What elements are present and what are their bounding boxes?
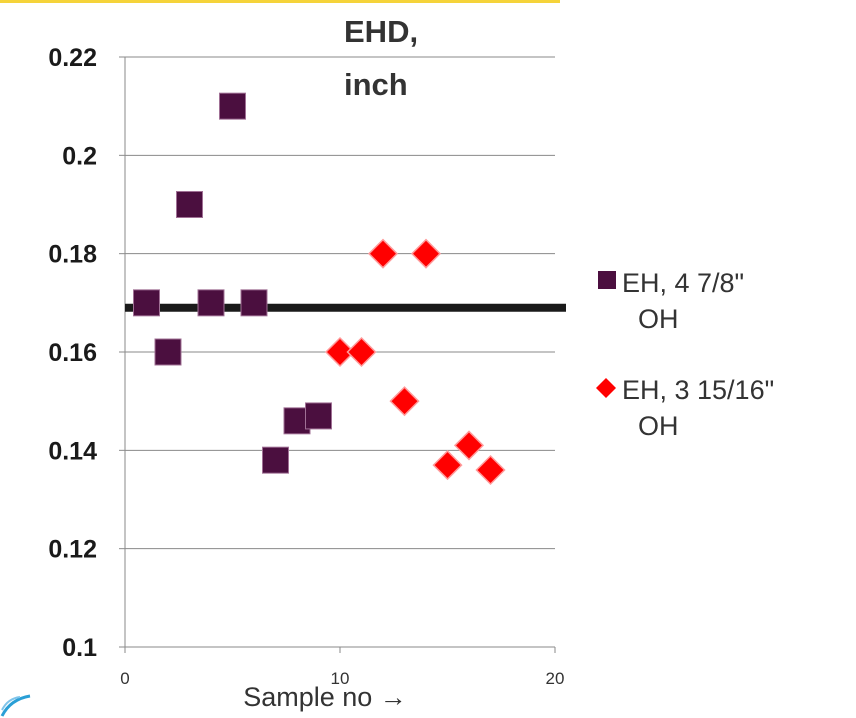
point-square-series-1 bbox=[176, 191, 203, 218]
top-accent-rule bbox=[0, 0, 560, 3]
point-square-series-1 bbox=[262, 446, 289, 474]
y-tick-label: 0.22 bbox=[48, 44, 97, 72]
point-diamond-series-2 bbox=[389, 386, 420, 417]
point-square-series-1 bbox=[305, 402, 332, 430]
legend: EH, 4 7/8" OH EH, 3 15/16" OH bbox=[596, 268, 774, 441]
x-tick-label: 20 bbox=[546, 669, 565, 688]
data-points bbox=[133, 92, 506, 486]
x-tick-labels: 0 10 20 bbox=[120, 669, 564, 688]
legend-label: EH, 3 15/16" bbox=[622, 375, 774, 405]
point-diamond-series-2 bbox=[432, 450, 463, 481]
chart-title-line: EHD, bbox=[344, 14, 418, 49]
point-square-series-1 bbox=[133, 289, 160, 317]
point-diamond-series-2 bbox=[346, 336, 377, 368]
y-tick-label: 0.12 bbox=[48, 536, 97, 564]
point-diamond-series-2 bbox=[410, 238, 442, 269]
legend-label: OH bbox=[638, 304, 679, 334]
legend-entry: EH, 3 15/16" OH bbox=[596, 375, 774, 441]
chart-title-line: inch bbox=[344, 67, 408, 102]
corner-logo-swoosh bbox=[0, 694, 31, 717]
legend-label: OH bbox=[638, 411, 679, 441]
point-square-series-1 bbox=[197, 289, 225, 317]
x-axis-label: Sample no → bbox=[243, 682, 407, 712]
legend-square-marker bbox=[598, 271, 616, 289]
x-tick-label: 10 bbox=[331, 669, 350, 688]
x-tick-label: 0 bbox=[120, 669, 129, 688]
y-tick-label: 0.14 bbox=[48, 437, 97, 465]
legend-diamond-marker bbox=[596, 378, 616, 398]
y-tick-labels: 0.1 0.12 0.14 0.16 0.18 0.2 0.22 bbox=[48, 44, 97, 662]
y-tick-label: 0.2 bbox=[62, 142, 97, 170]
gridlines bbox=[125, 56, 555, 550]
point-diamond-series-2 bbox=[367, 238, 399, 269]
point-diamond-series-2 bbox=[324, 336, 356, 368]
y-tick-label: 0.1 bbox=[62, 634, 97, 662]
y-tick-label: 0.16 bbox=[48, 339, 97, 367]
point-diamond-series-2 bbox=[475, 454, 506, 486]
legend-label: EH, 4 7/8" bbox=[622, 268, 744, 298]
point-square-series-1 bbox=[240, 289, 268, 317]
point-diamond-series-2 bbox=[453, 430, 485, 461]
chart-title: EHD, inch bbox=[344, 14, 418, 102]
point-square-series-1 bbox=[154, 338, 182, 366]
legend-entry: EH, 4 7/8" OH bbox=[598, 268, 744, 334]
axes bbox=[119, 56, 556, 653]
y-tick-label: 0.18 bbox=[48, 241, 97, 269]
point-square-series-1 bbox=[219, 92, 246, 120]
